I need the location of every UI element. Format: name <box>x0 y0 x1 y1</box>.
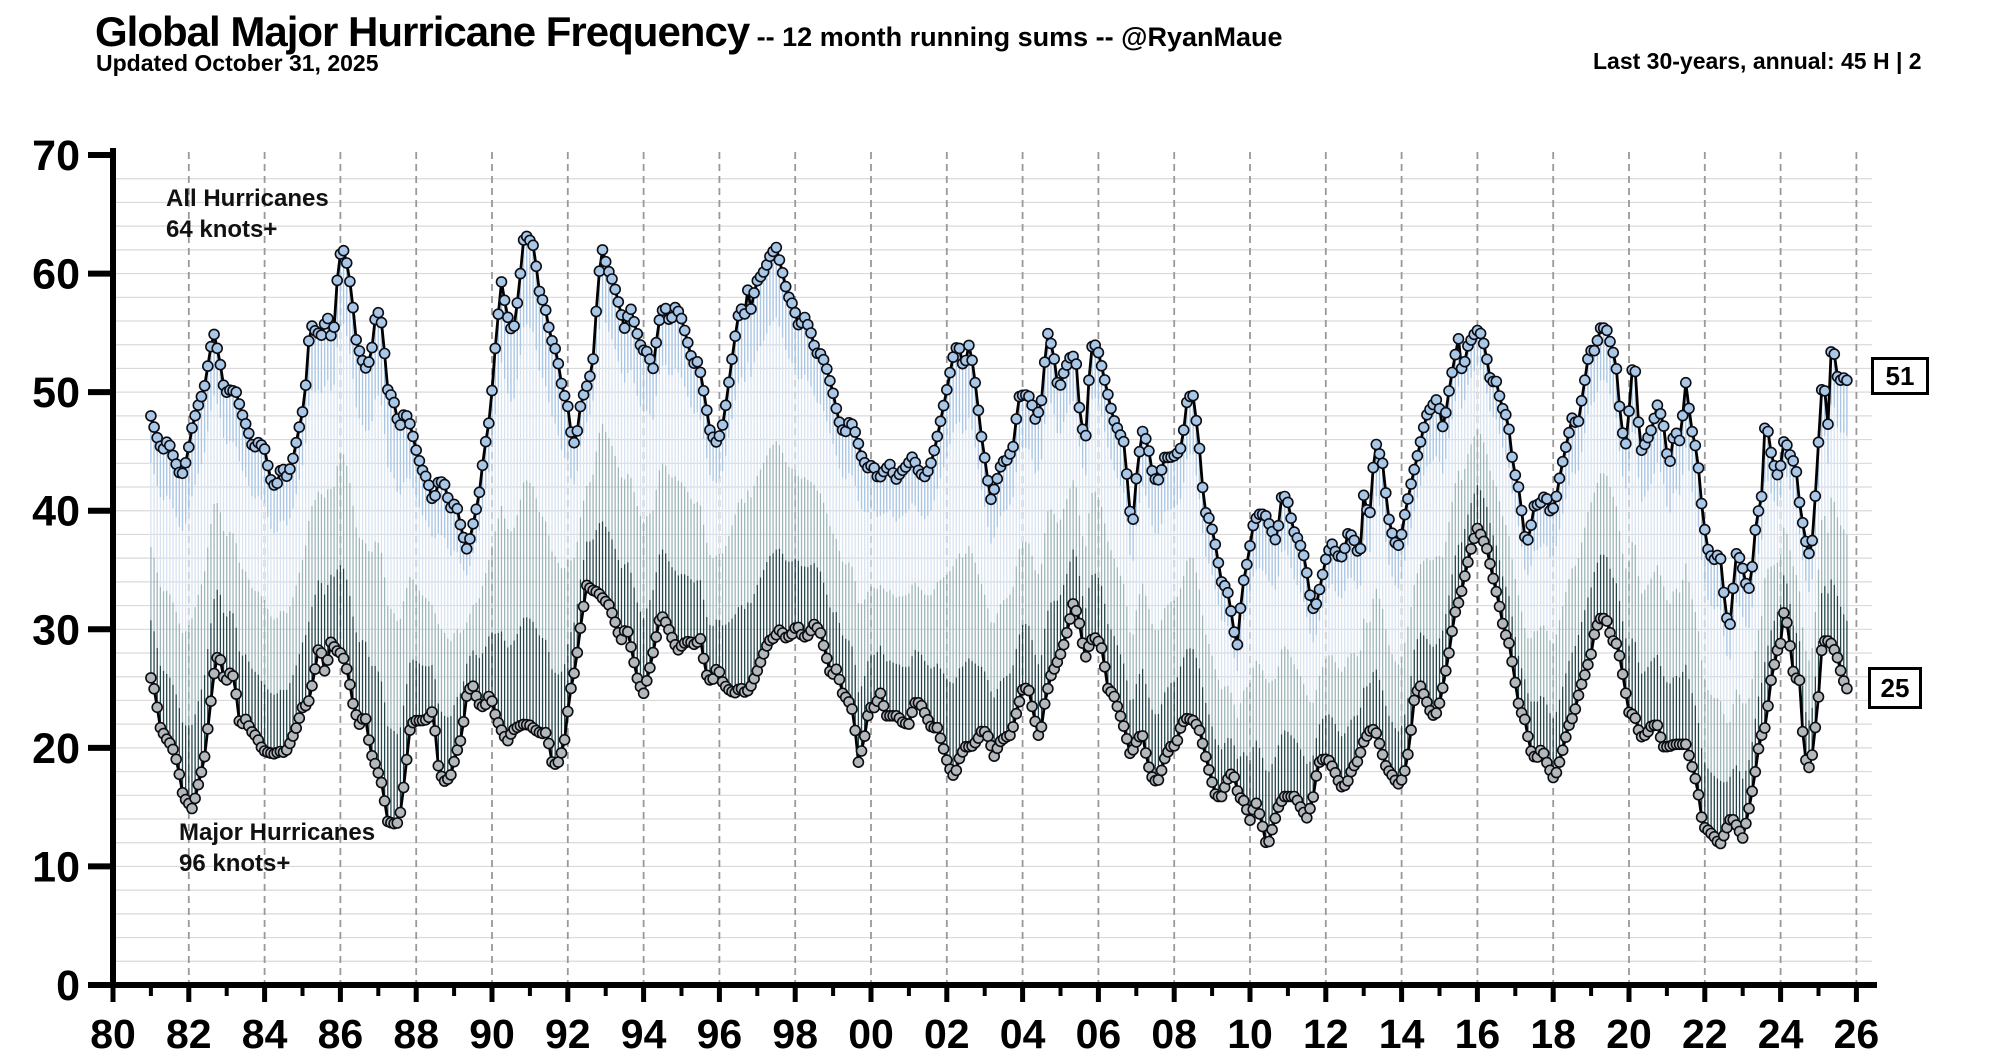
svg-text:96: 96 <box>697 1011 743 1057</box>
latest-major-hurricanes-value-box: 25 <box>1868 667 1922 709</box>
chart-updated-date: Updated October 31, 2025 <box>96 50 379 76</box>
all-hurricanes-label-line1: All Hurricanes <box>166 185 329 212</box>
svg-text:86: 86 <box>318 1011 364 1057</box>
svg-text:24: 24 <box>1758 1011 1804 1057</box>
chart-title-suffix: -- 12 month running sums -- @RyanMaue <box>749 22 1283 52</box>
svg-text:26: 26 <box>1834 1011 1880 1057</box>
svg-text:02: 02 <box>924 1011 970 1057</box>
major-hurricanes-label: Major Hurricanes 96 knots+ <box>179 817 375 879</box>
svg-text:88: 88 <box>393 1011 439 1057</box>
svg-text:90: 90 <box>469 1011 515 1057</box>
svg-text:16: 16 <box>1455 1011 1501 1057</box>
chart-title-main: Global Major Hurricane Frequency <box>95 8 750 55</box>
x-axis-ticks: 80 82 84 86 88 90 92 94 96 98 00 02 04 06 08 10 12 14 16 18… <box>90 985 1879 1057</box>
major-hurricanes-line <box>149 527 1849 845</box>
svg-text:0: 0 <box>56 962 80 1010</box>
svg-text:84: 84 <box>242 1011 288 1057</box>
svg-text:92: 92 <box>545 1011 591 1057</box>
svg-text:14: 14 <box>1379 1011 1425 1057</box>
svg-text:98: 98 <box>772 1011 818 1057</box>
svg-text:22: 22 <box>1682 1011 1728 1057</box>
y-axis-ticks: 0 10 20 30 40 50 60 70 <box>32 132 113 1010</box>
all-hurricanes-label-line2: 64 knots+ <box>166 216 278 243</box>
svg-text:04: 04 <box>1000 1011 1046 1057</box>
all-hurricanes-markers <box>145 230 1853 651</box>
all-hurricanes-label: All Hurricanes 64 knots+ <box>166 183 329 245</box>
svg-text:08: 08 <box>1151 1011 1197 1057</box>
svg-text:06: 06 <box>1076 1011 1122 1057</box>
svg-text:12: 12 <box>1303 1011 1349 1057</box>
major-hurricanes-label-line1: Major Hurricanes <box>179 819 376 846</box>
latest-all-hurricanes-value-box: 51 <box>1871 357 1929 395</box>
chart-title: Global Major Hurricane Frequency -- 12 m… <box>95 8 1283 56</box>
svg-text:10: 10 <box>1227 1011 1273 1057</box>
svg-text:40: 40 <box>32 488 80 536</box>
svg-text:80: 80 <box>90 1011 136 1057</box>
svg-text:30: 30 <box>32 606 80 654</box>
svg-text:50: 50 <box>32 369 80 417</box>
axes <box>105 148 1877 988</box>
svg-text:20: 20 <box>32 725 80 773</box>
horizontal-gridlines <box>113 178 1872 962</box>
svg-text:20: 20 <box>1606 1011 1652 1057</box>
major-hurricanes-label-line2: 96 knots+ <box>179 850 291 877</box>
svg-text:70: 70 <box>32 132 80 180</box>
last-30-years-annual-note: Last 30-years, annual: 45 H | 2 <box>1593 48 1922 74</box>
svg-text:00: 00 <box>848 1011 894 1057</box>
svg-text:82: 82 <box>166 1011 212 1057</box>
svg-text:10: 10 <box>32 843 80 891</box>
svg-text:60: 60 <box>32 251 80 299</box>
svg-text:18: 18 <box>1530 1011 1576 1057</box>
major-hurricanes-markers <box>145 522 1853 850</box>
svg-text:94: 94 <box>621 1011 667 1057</box>
band-hatching <box>150 236 1848 844</box>
